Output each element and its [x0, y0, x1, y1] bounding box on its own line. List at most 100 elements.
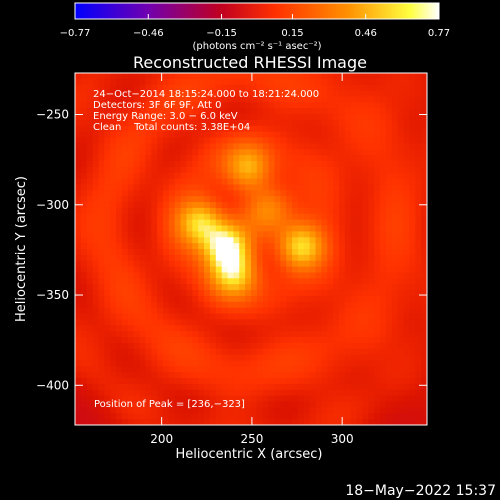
- heatmap-cell: [374, 184, 381, 191]
- heatmap-cell: [180, 383, 188, 391]
- heatmap-cell: [385, 108, 393, 115]
- heatmap-cell: [110, 307, 117, 315]
- heatmap-cell: [274, 84, 281, 92]
- heatmap-cell: [98, 266, 105, 274]
- heatmap-cell: [227, 366, 234, 373]
- heatmap-cell: [315, 131, 322, 139]
- heatmap-cell: [368, 372, 375, 379]
- heatmap-cell: [262, 155, 270, 162]
- heatmap-cell: [339, 96, 346, 103]
- heatmap-cell: [198, 237, 205, 244]
- heatmap-cell: [415, 119, 422, 127]
- heatmap-cell: [280, 249, 287, 256]
- heatmap-cell: [116, 125, 123, 133]
- heatmap-cell: [86, 114, 94, 121]
- heatmap-cell: [186, 219, 193, 227]
- heatmap-cell: [110, 178, 117, 186]
- heatmap-cell: [356, 266, 364, 274]
- heatmap-cell: [186, 172, 193, 180]
- heatmap-cell: [380, 243, 387, 250]
- heatmap-cell: [362, 290, 369, 297]
- heatmap-cell: [139, 114, 146, 121]
- heatmap-cell: [86, 389, 94, 397]
- heatmap-cell: [204, 172, 211, 180]
- heatmap-cell: [403, 395, 410, 403]
- heatmap-cell: [163, 290, 170, 297]
- heatmap-cell: [198, 313, 205, 320]
- heatmap-cell: [227, 295, 234, 303]
- heatmap-cell: [374, 401, 381, 408]
- heatmap-cell: [157, 395, 164, 403]
- heatmap-cell: [110, 219, 117, 227]
- heatmap-cell: [157, 313, 164, 320]
- heatmap-cell: [168, 243, 176, 250]
- heatmap-cell: [227, 213, 234, 221]
- heatmap-cell: [303, 413, 311, 420]
- heatmap-cell: [380, 395, 387, 403]
- heatmap-cell: [116, 348, 123, 356]
- heatmap-cell: [204, 243, 211, 250]
- heatmap-cell: [315, 272, 322, 279]
- heatmap-cell: [92, 389, 100, 397]
- heatmap-cell: [192, 366, 199, 373]
- heatmap-cell: [368, 342, 375, 350]
- heatmap-cell: [163, 249, 170, 256]
- heatmap-cell: [339, 243, 346, 250]
- heatmap-cell: [145, 84, 152, 92]
- heatmap-cell: [421, 225, 427, 232]
- heatmap-cell: [186, 84, 193, 92]
- heatmap-cell: [262, 372, 270, 379]
- heatmap-cell: [286, 196, 293, 203]
- heatmap-cell: [209, 290, 217, 297]
- heatmap-cell: [421, 354, 427, 362]
- heatmap-cell: [86, 278, 94, 285]
- heatmap-cell: [327, 319, 334, 326]
- heatmap-cell: [80, 131, 88, 139]
- heatmap-cell: [163, 137, 170, 144]
- heatmap-cell: [116, 172, 123, 180]
- heatmap-cell: [245, 325, 252, 332]
- heatmap-cell: [239, 190, 246, 197]
- heatmap-cell: [221, 319, 229, 326]
- heatmap-cell: [297, 90, 305, 98]
- heatmap-cell: [356, 342, 364, 350]
- heatmap-cell: [262, 407, 270, 414]
- heatmap-cell: [192, 155, 199, 162]
- heatmap-cell: [327, 348, 334, 356]
- heatmap-cell: [356, 84, 364, 92]
- heatmap-cell: [344, 260, 352, 268]
- heatmap-cell: [98, 73, 105, 80]
- heatmap-cell: [198, 196, 205, 203]
- heatmap-cell: [192, 348, 199, 356]
- heatmap-cell: [292, 354, 299, 362]
- heatmap-cell: [86, 143, 94, 150]
- heatmap-cell: [333, 196, 340, 203]
- heatmap-cell: [415, 284, 422, 291]
- heatmap-cell: [415, 307, 422, 315]
- heatmap-cell: [233, 125, 240, 133]
- heatmap-cell: [327, 389, 334, 397]
- heatmap-cell: [274, 125, 281, 133]
- heatmap-cell: [309, 125, 317, 133]
- heatmap-cell: [139, 143, 146, 150]
- heatmap-cell: [127, 278, 135, 285]
- heatmap-cell: [321, 278, 328, 285]
- heatmap-cell: [174, 413, 182, 420]
- heatmap-cell: [192, 166, 199, 174]
- heatmap-cell: [256, 360, 264, 367]
- heatmap-cell: [163, 90, 170, 98]
- heatmap-cell: [256, 213, 264, 221]
- heatmap-cell: [92, 290, 100, 297]
- heatmap-cell: [344, 295, 352, 303]
- heatmap-cell: [204, 325, 211, 332]
- heatmap-cell: [315, 301, 322, 309]
- heatmap-cell: [98, 202, 105, 209]
- heatmap-cell: [127, 342, 135, 350]
- heatmap-cell: [385, 119, 393, 127]
- heatmap-cell: [163, 231, 170, 238]
- heatmap-cell: [268, 166, 276, 174]
- heatmap-cell: [356, 73, 364, 80]
- heatmap-cell: [92, 78, 100, 86]
- heatmap-cell: [251, 114, 258, 121]
- heatmap-cell: [86, 149, 94, 156]
